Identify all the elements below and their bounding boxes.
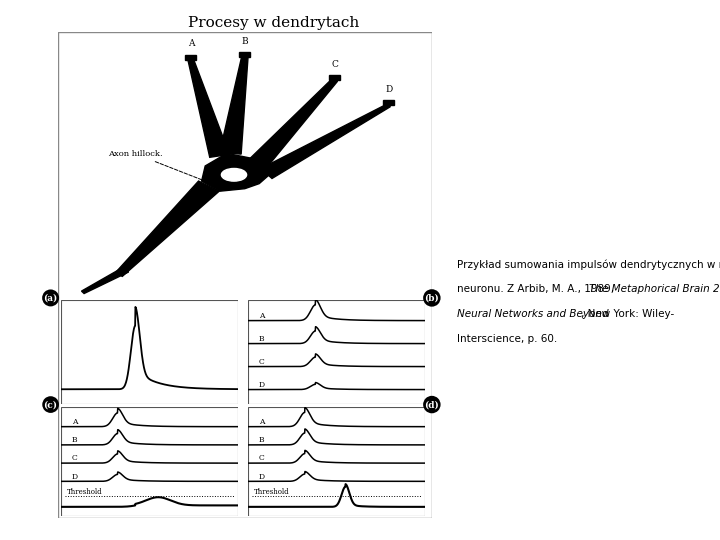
Bar [248, 407, 425, 516]
Polygon shape [202, 153, 274, 191]
Text: D: D [259, 472, 265, 481]
Bar [61, 300, 238, 404]
Text: C: C [331, 59, 338, 69]
Text: D: D [259, 381, 265, 389]
Bar [61, 407, 238, 516]
Text: Threshold: Threshold [253, 489, 289, 496]
Text: B: B [259, 436, 265, 444]
Text: (d): (d) [425, 400, 439, 409]
Text: B: B [259, 335, 265, 343]
Text: Threshold: Threshold [66, 489, 102, 496]
Text: The Metaphorical Brain 2:: The Metaphorical Brain 2: [589, 284, 720, 294]
Text: C: C [72, 454, 78, 462]
Text: C: C [259, 454, 265, 462]
Polygon shape [246, 79, 338, 170]
Polygon shape [81, 267, 129, 294]
Text: (a): (a) [43, 293, 58, 302]
Bar [239, 52, 251, 57]
Bar [248, 300, 425, 404]
Polygon shape [220, 57, 248, 154]
Polygon shape [115, 181, 219, 276]
Text: Axon hillock.: Axon hillock. [108, 150, 202, 180]
Text: A: A [72, 418, 77, 426]
Text: Przykład sumowania impulsów dendrytycznych w modelu: Przykład sumowania impulsów dendrytyczny… [457, 259, 720, 269]
Text: B: B [72, 436, 78, 444]
Polygon shape [188, 59, 230, 157]
Text: C: C [259, 357, 265, 366]
Text: D: D [385, 85, 392, 94]
Text: Interscience, p. 60.: Interscience, p. 60. [457, 334, 557, 344]
Bar [185, 55, 196, 60]
Text: A: A [259, 418, 264, 426]
Text: A: A [187, 39, 194, 49]
Text: (c): (c) [44, 400, 58, 409]
Ellipse shape [221, 168, 246, 181]
Text: D: D [72, 472, 78, 481]
Polygon shape [261, 104, 390, 179]
Text: (b): (b) [425, 293, 439, 302]
Bar [383, 100, 394, 105]
Text: neuronu. Z Arbib, M. A., 1989,: neuronu. Z Arbib, M. A., 1989, [457, 284, 618, 294]
Text: A: A [259, 312, 264, 320]
Text: Neural Networks and Beyond: Neural Networks and Beyond [457, 309, 609, 319]
Text: , New York: Wiley-: , New York: Wiley- [581, 309, 675, 319]
Bar [329, 75, 340, 80]
Text: B: B [241, 37, 248, 46]
Text: Procesy w dendrytach: Procesy w dendrytach [188, 16, 359, 30]
